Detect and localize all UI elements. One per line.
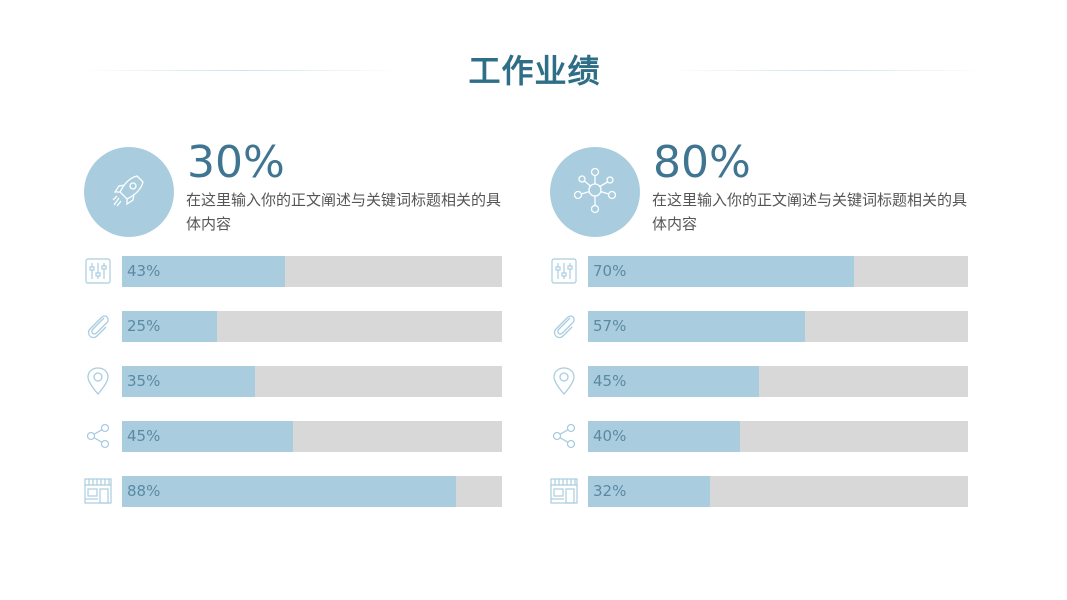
rocket-icon xyxy=(107,168,151,216)
bar-track: 35% xyxy=(122,366,502,397)
bar-track: 57% xyxy=(588,311,968,342)
bar-track: 70% xyxy=(588,256,968,287)
bar-track: 25% xyxy=(122,311,502,342)
bar-fill xyxy=(122,256,286,287)
bar-fill xyxy=(588,366,759,397)
bar-fill xyxy=(122,476,457,507)
storefront-icon xyxy=(550,477,578,505)
bar-fill xyxy=(122,366,255,397)
bar-value-label: 70% xyxy=(593,262,627,280)
title-divider-left xyxy=(80,70,402,71)
location-pin-icon xyxy=(550,367,578,395)
bar-track: 43% xyxy=(122,256,502,287)
bar-fill xyxy=(122,311,217,342)
bar-fill xyxy=(588,421,740,452)
panel-left: 30% 在这里输入你的正文阐述与关键词标题相关的具体内容 43% 25% 35% 45… xyxy=(84,140,504,520)
network-icon xyxy=(570,165,620,219)
bar-fill xyxy=(588,256,854,287)
bar-row: 45% xyxy=(84,421,504,452)
bar-track: 88% xyxy=(122,476,502,507)
bar-value-label: 43% xyxy=(127,262,161,280)
paperclip-icon xyxy=(550,312,578,340)
big-percent: 30% xyxy=(187,137,285,188)
location-pin-icon xyxy=(84,367,112,395)
bar-row: 25% xyxy=(84,311,504,342)
bar-value-label: 40% xyxy=(593,427,627,445)
bar-value-label: 32% xyxy=(593,482,627,500)
bar-fill xyxy=(588,476,710,507)
storefront-icon xyxy=(84,477,112,505)
description: 在这里输入你的正文阐述与关键词标题相关的具体内容 xyxy=(652,191,968,233)
bar-row: 35% xyxy=(84,366,504,397)
share-icon xyxy=(550,422,578,450)
sliders-icon xyxy=(550,257,578,285)
title-row: 工作业绩 xyxy=(0,46,1067,96)
share-icon xyxy=(84,422,112,450)
bar-value-label: 45% xyxy=(593,372,627,390)
page-title: 工作业绩 xyxy=(468,52,601,90)
bar-value-label: 57% xyxy=(593,317,627,335)
panel-right: 80% 在这里输入你的正文阐述与关键词标题相关的具体内容 70% 57% 45% 40… xyxy=(550,140,970,520)
big-percent: 80% xyxy=(653,137,751,188)
bar-row: 70% xyxy=(550,256,970,287)
bar-value-label: 45% xyxy=(127,427,161,445)
bar-row: 45% xyxy=(550,366,970,397)
bar-track: 45% xyxy=(122,421,502,452)
badge-circle xyxy=(84,147,174,237)
bar-row: 32% xyxy=(550,476,970,507)
bar-row: 43% xyxy=(84,256,504,287)
bar-value-label: 88% xyxy=(127,482,161,500)
title-divider-right xyxy=(667,70,987,71)
description: 在这里输入你的正文阐述与关键词标题相关的具体内容 xyxy=(186,191,502,233)
sliders-icon xyxy=(84,257,112,285)
bar-row: 40% xyxy=(550,421,970,452)
bar-row: 88% xyxy=(84,476,504,507)
bar-track: 40% xyxy=(588,421,968,452)
bar-row: 57% xyxy=(550,311,970,342)
bar-track: 32% xyxy=(588,476,968,507)
badge-circle xyxy=(550,147,640,237)
bar-fill xyxy=(122,421,293,452)
paperclip-icon xyxy=(84,312,112,340)
bar-value-label: 25% xyxy=(127,317,161,335)
bar-track: 45% xyxy=(588,366,968,397)
bar-fill xyxy=(588,311,805,342)
bar-value-label: 35% xyxy=(127,372,161,390)
